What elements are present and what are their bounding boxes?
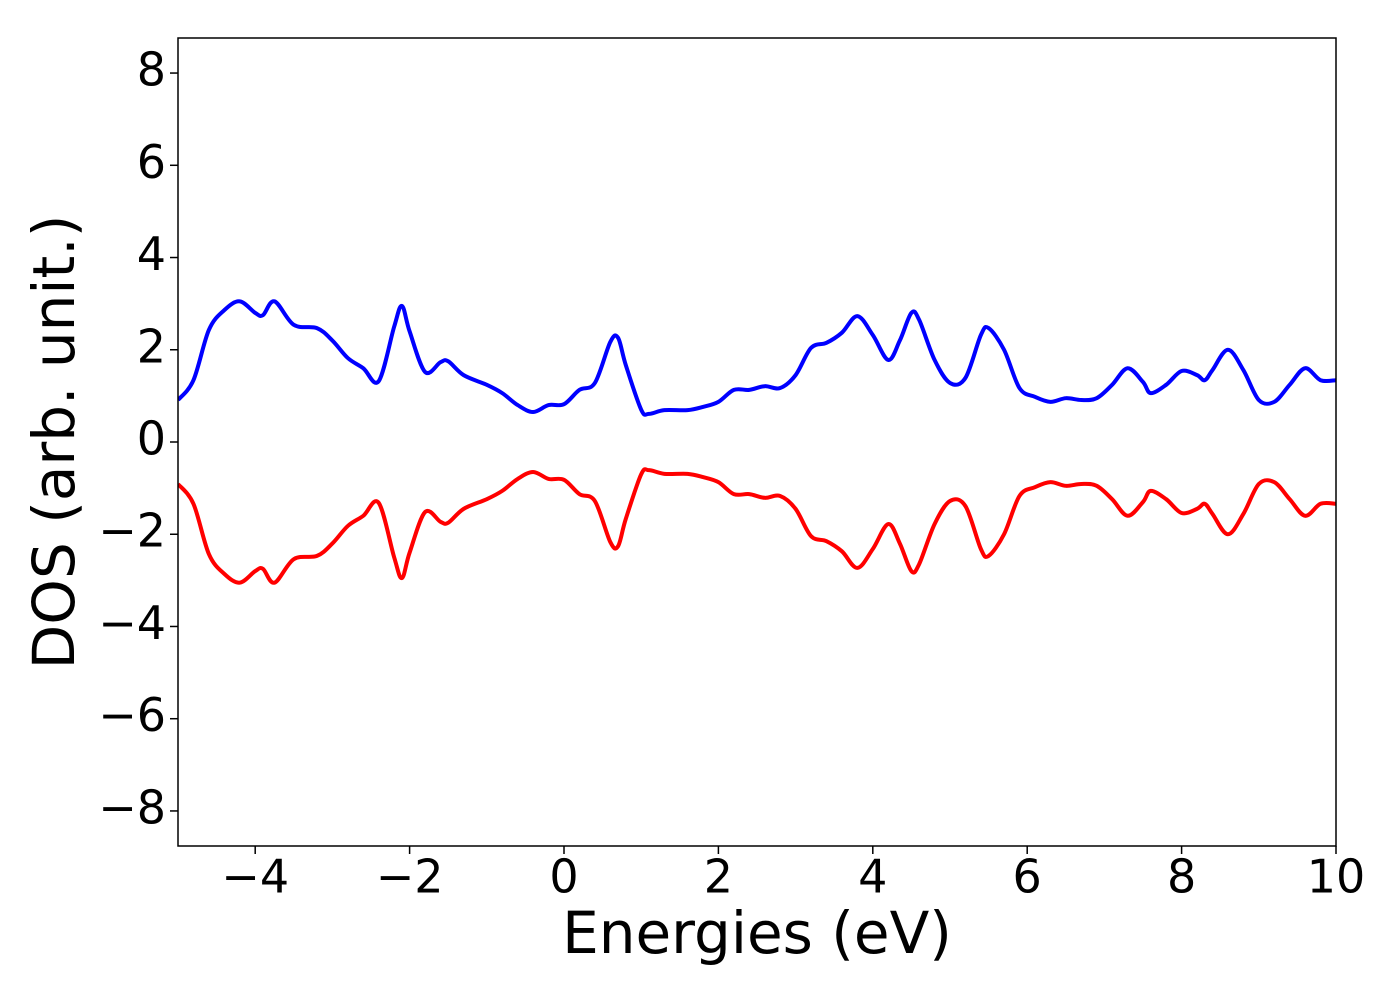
y-axis-label: DOS (arb. unit.) bbox=[20, 215, 88, 670]
dos-line bbox=[178, 467, 1336, 585]
x-tick-label: 10 bbox=[1307, 850, 1366, 904]
y-tick-label: 6 bbox=[137, 135, 166, 189]
y-tick-label: 8 bbox=[137, 43, 166, 97]
x-tick-label: −4 bbox=[221, 850, 289, 904]
x-axis-label: Energies (eV) bbox=[562, 899, 952, 967]
y-tick-label: −6 bbox=[98, 688, 166, 742]
y-tick-label: −4 bbox=[98, 596, 166, 650]
y-tick-label: 0 bbox=[137, 412, 166, 466]
y-tick-label: −2 bbox=[98, 504, 166, 558]
y-tick-label: 4 bbox=[137, 227, 166, 281]
x-tick-label: −2 bbox=[376, 850, 444, 904]
x-tick-label: 2 bbox=[704, 850, 733, 904]
y-tick-label: −8 bbox=[98, 780, 166, 834]
dos-line bbox=[178, 299, 1336, 417]
x-tick-label: 0 bbox=[549, 850, 578, 904]
y-tick-label: 2 bbox=[137, 319, 166, 373]
x-tick-label: 8 bbox=[1167, 850, 1196, 904]
plot-frame bbox=[177, 37, 1337, 847]
x-tick-label: 6 bbox=[1013, 850, 1042, 904]
x-tick-label: 4 bbox=[858, 850, 887, 904]
